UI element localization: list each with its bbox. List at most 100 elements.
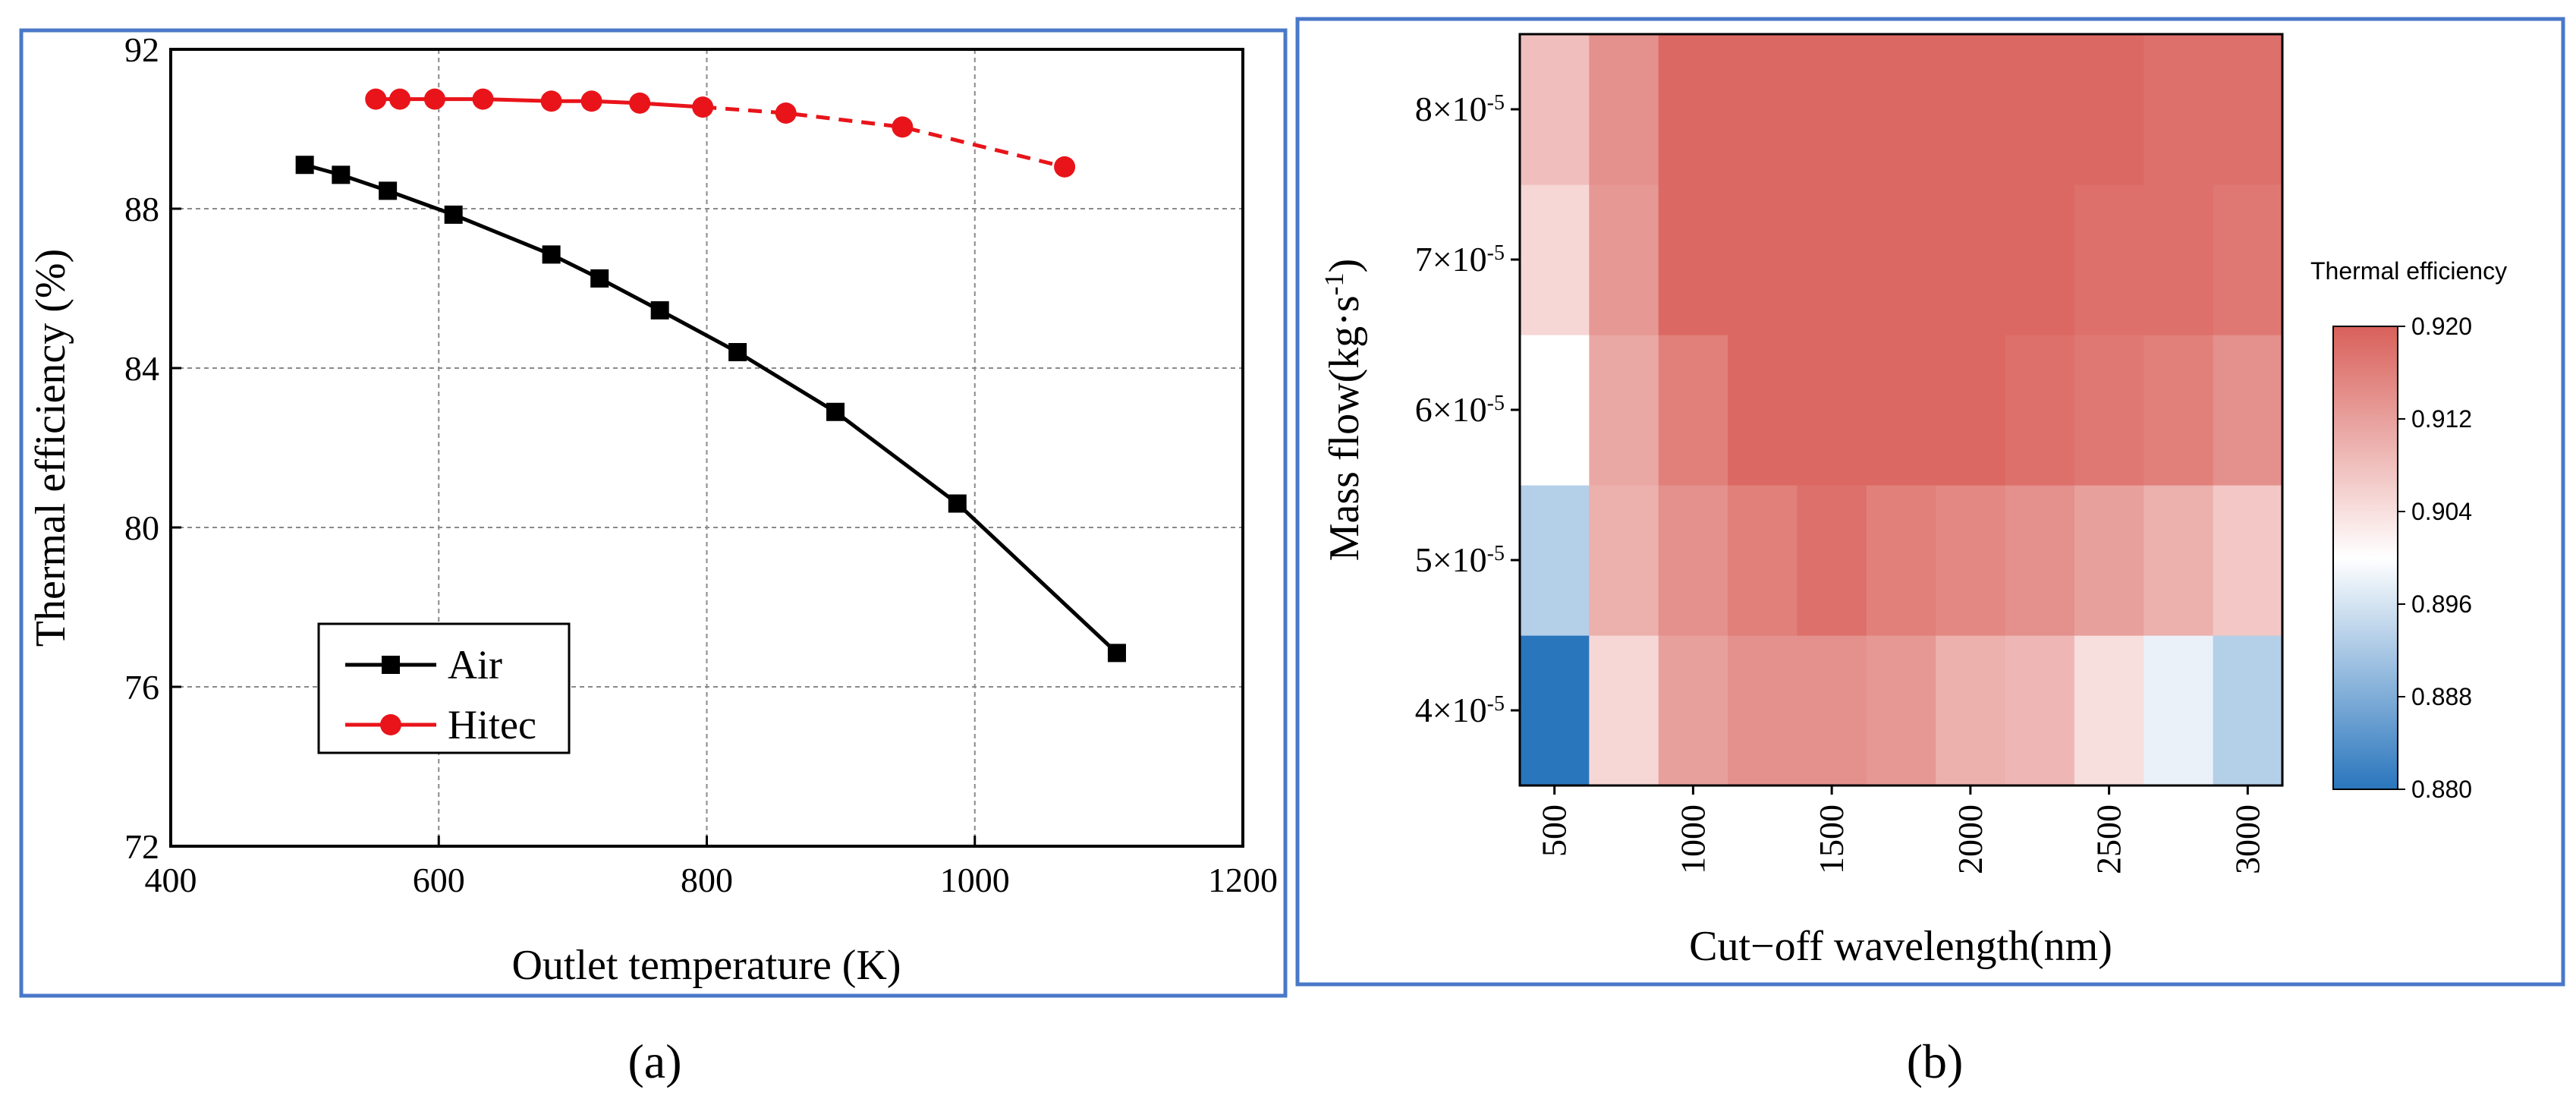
b-heatmap-cell bbox=[1589, 34, 1659, 185]
b-x-tick-label: 2000 bbox=[1951, 804, 1989, 874]
b-y-tick-exponent: -5 bbox=[1487, 241, 1505, 265]
b-heatmap-cell bbox=[1658, 184, 1728, 335]
b-y-tick-base: 8×10 bbox=[1415, 90, 1487, 128]
b-colorbar-tick-label: 0.888 bbox=[2411, 683, 2472, 710]
b-x-tick-label: 1500 bbox=[1812, 804, 1851, 874]
a-legend-box bbox=[317, 622, 571, 754]
a-y-tick-label: 92 bbox=[124, 30, 159, 69]
b-y-tick-label: 6×10-5 bbox=[1415, 390, 1505, 429]
b-heatmap-cell bbox=[1728, 34, 1798, 185]
b-y-tick-label: 5×10-5 bbox=[1415, 540, 1505, 579]
b-heatmap-cell bbox=[1520, 335, 1590, 486]
b-y-tick-label: 4×10-5 bbox=[1415, 691, 1505, 729]
b-y-tick-label: 8×10-5 bbox=[1415, 90, 1505, 128]
b-colorbar-ticks: 0.880 0.888 0.896 0.904 0.912 0.920 bbox=[2398, 313, 2472, 803]
b-heatmap-cell bbox=[2005, 485, 2075, 636]
a-point-hitec bbox=[775, 102, 797, 124]
b-heatmap-cell bbox=[2144, 485, 2214, 636]
a-x-axis-title: Outlet temperature (K) bbox=[511, 942, 901, 989]
b-heatmap-cell bbox=[1589, 635, 1659, 786]
b-y-tick-base: 5×10 bbox=[1415, 540, 1487, 579]
b-x-axis-title: Cut−off wavelength(nm) bbox=[1689, 923, 2112, 970]
b-heatmap-cell bbox=[2005, 335, 2075, 486]
b-heatmap-cell bbox=[2213, 184, 2283, 335]
a-legend-hitec-marker bbox=[380, 714, 401, 735]
a-x-tick-label: 600 bbox=[413, 861, 465, 899]
b-heatmap-cell bbox=[1866, 635, 1936, 786]
b-heatmap-cells bbox=[1520, 34, 2283, 786]
b-y-tick-label: 7×10-5 bbox=[1415, 240, 1505, 279]
b-ticks: 500 1000 1500 2000 2500 30004×10-55×10-56×10-… bbox=[1415, 90, 2267, 874]
b-heatmap-cell bbox=[2144, 34, 2214, 185]
b-y-tick-exponent: -5 bbox=[1487, 91, 1505, 115]
b-heatmap-cell bbox=[1797, 635, 1867, 786]
b-heatmap-cell bbox=[1936, 485, 2006, 636]
a-point-hitec bbox=[580, 90, 602, 112]
b-heatmap-cell bbox=[2074, 635, 2144, 786]
b-heatmap-cell bbox=[1520, 485, 1590, 636]
b-colorbar-title: Thermal efficiency bbox=[2310, 257, 2507, 285]
a-point-air bbox=[444, 205, 463, 224]
b-heatmap-cell bbox=[2144, 635, 2214, 786]
b-heatmap-cell bbox=[2074, 184, 2144, 335]
b-heatmap-cell bbox=[1797, 184, 1867, 335]
b-y-tick-base: 4×10 bbox=[1415, 691, 1487, 729]
b-heatmap-cell bbox=[2213, 635, 2283, 786]
b-heatmap-cell bbox=[1728, 335, 1798, 486]
b-colorbar-tick-label: 0.920 bbox=[2411, 313, 2472, 340]
a-point-air bbox=[1107, 644, 1126, 663]
a-point-air bbox=[826, 402, 845, 421]
b-y-tick-exponent: -5 bbox=[1487, 542, 1505, 565]
b-y-axis-title-close: ) bbox=[1321, 259, 1368, 273]
b-heatmap-cell bbox=[1658, 34, 1728, 185]
b-colorbar: Thermal efficiency 0.8800.8880.8960.9040… bbox=[2310, 257, 2507, 803]
a-x-tick-label: 1000 bbox=[940, 861, 1010, 899]
b-heatmap-cell bbox=[1658, 485, 1728, 636]
a-point-hitec bbox=[389, 88, 411, 110]
b-heatmap-cell bbox=[1520, 184, 1590, 335]
b-y-axis-title-sup: -1 bbox=[1319, 272, 1349, 295]
b-y-axis-title-main: Mass flow(kg·s bbox=[1321, 295, 1368, 561]
b-x-tick-label: 2500 bbox=[2090, 804, 2128, 874]
b-y-tick-base: 6×10 bbox=[1415, 390, 1487, 429]
b-heatmap-cell bbox=[1866, 184, 1936, 335]
a-point-hitec bbox=[472, 88, 494, 110]
a-ticks: 400 600 800 1000 1200 72 76 80 84 88 92 bbox=[124, 30, 1278, 899]
a-point-air bbox=[379, 181, 398, 200]
a-point-air bbox=[590, 269, 609, 288]
a-point-air bbox=[650, 301, 669, 320]
b-x-tick-label: 1000 bbox=[1673, 804, 1712, 874]
b-heatmap-cell bbox=[1728, 635, 1798, 786]
b-heatmap-cell bbox=[1589, 184, 1659, 335]
b-heatmap-cell bbox=[2213, 335, 2283, 486]
b-heatmap-cell bbox=[2074, 485, 2144, 636]
b-heatmap-cell bbox=[1866, 335, 1936, 486]
a-point-hitec bbox=[692, 96, 714, 118]
a-series-line-hitec-dashed bbox=[703, 105, 1065, 169]
a-point-hitec bbox=[540, 90, 562, 112]
panel-b-label: (b) bbox=[1907, 1034, 1964, 1088]
b-heatmap-cell bbox=[2213, 34, 2283, 185]
a-legend: Air Hitec bbox=[317, 622, 571, 754]
b-heatmap-cell bbox=[1589, 485, 1659, 636]
b-heatmap-cell bbox=[1866, 34, 1936, 185]
a-x-tick-label: 400 bbox=[145, 861, 197, 899]
a-point-hitec bbox=[1054, 156, 1076, 178]
b-heatmap-cell bbox=[2005, 34, 2075, 185]
a-y-axis-title: Thermal efficiency (%) bbox=[27, 249, 74, 647]
b-heatmap-cell bbox=[1797, 485, 1867, 636]
b-y-axis-title: Mass flow(kg·s-1) bbox=[1319, 259, 1368, 562]
a-y-tick-label: 88 bbox=[124, 190, 159, 228]
panel-a-label: (a) bbox=[627, 1034, 681, 1088]
b-heatmap-cell bbox=[1520, 635, 1590, 786]
b-heatmap-cell bbox=[1728, 184, 1798, 335]
b-colorbar-bar bbox=[2332, 326, 2398, 790]
b-y-tick-base: 7×10 bbox=[1415, 240, 1487, 279]
panel-a-chart: 400 600 800 1000 1200 72 76 80 84 88 92 Outlet tem… bbox=[27, 30, 1278, 989]
b-heatmap-cell bbox=[1936, 184, 2006, 335]
a-point-air bbox=[728, 343, 747, 361]
b-x-tick-label: 3000 bbox=[2228, 804, 2266, 874]
b-colorbar-tick-label: 0.904 bbox=[2411, 498, 2472, 525]
b-colorbar-tick-label: 0.896 bbox=[2411, 590, 2472, 618]
